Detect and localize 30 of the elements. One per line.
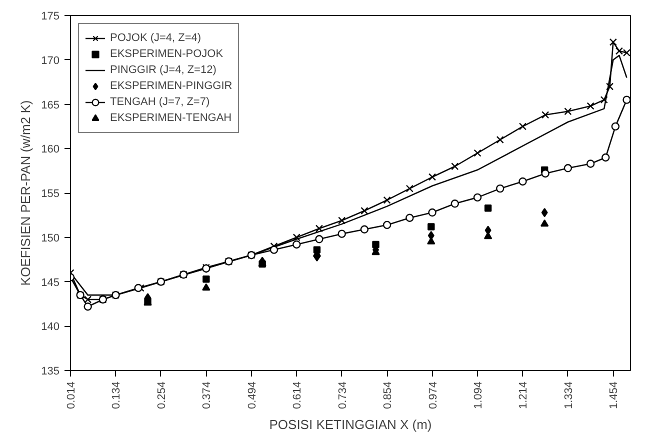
y-tick-label: 160: [41, 144, 60, 156]
y-tick-label: 165: [41, 99, 60, 112]
legend-label: TENGAH (J=7, Z=7): [110, 95, 210, 110]
x-tick-label: 1.214: [518, 381, 530, 410]
x-tick-label: 1.334: [562, 381, 575, 410]
x-axis-title: POSISI KETINGGIAN X (m): [269, 417, 432, 432]
y-axis-title: KOEFISIEN PER-PAN (w/m2 K): [18, 100, 34, 286]
x-tick-label: 0.494: [246, 381, 258, 410]
legend-label: EKSPERIMEN-PINGGIR: [110, 79, 232, 94]
x-tick-label: 0.974: [427, 381, 440, 410]
x-tick-label: 0.014: [66, 381, 78, 410]
y-tick-label: 150: [41, 232, 60, 244]
x-tick-label: 1.094: [472, 381, 484, 410]
x-tick-label: 0.134: [110, 381, 123, 410]
x-tick-label: 0.734: [336, 381, 349, 410]
x-tick-label: 0.254: [156, 381, 168, 410]
legend-label: EKSPERIMEN-TENGAH: [110, 111, 232, 126]
x-tick-label: 1.454: [608, 381, 620, 410]
legend-label: EKSPERIMEN-POJOK: [110, 47, 224, 62]
y-tick-label: 145: [41, 276, 60, 289]
y-tick-label: 135: [41, 366, 60, 378]
y-tick-label: 140: [41, 321, 60, 334]
legend-label: PINGGIR (J=4, Z=12): [110, 63, 216, 78]
y-tick-label: 175: [41, 10, 60, 22]
legend-label: POJOK (J=4, Z=4): [110, 31, 202, 46]
x-tick-label: 0.854: [382, 381, 394, 410]
x-tick-label: 0.374: [201, 381, 214, 410]
x-tick-label: 0.614: [292, 381, 304, 410]
y-tick-label: 170: [41, 54, 60, 67]
y-tick-label: 155: [41, 188, 60, 200]
